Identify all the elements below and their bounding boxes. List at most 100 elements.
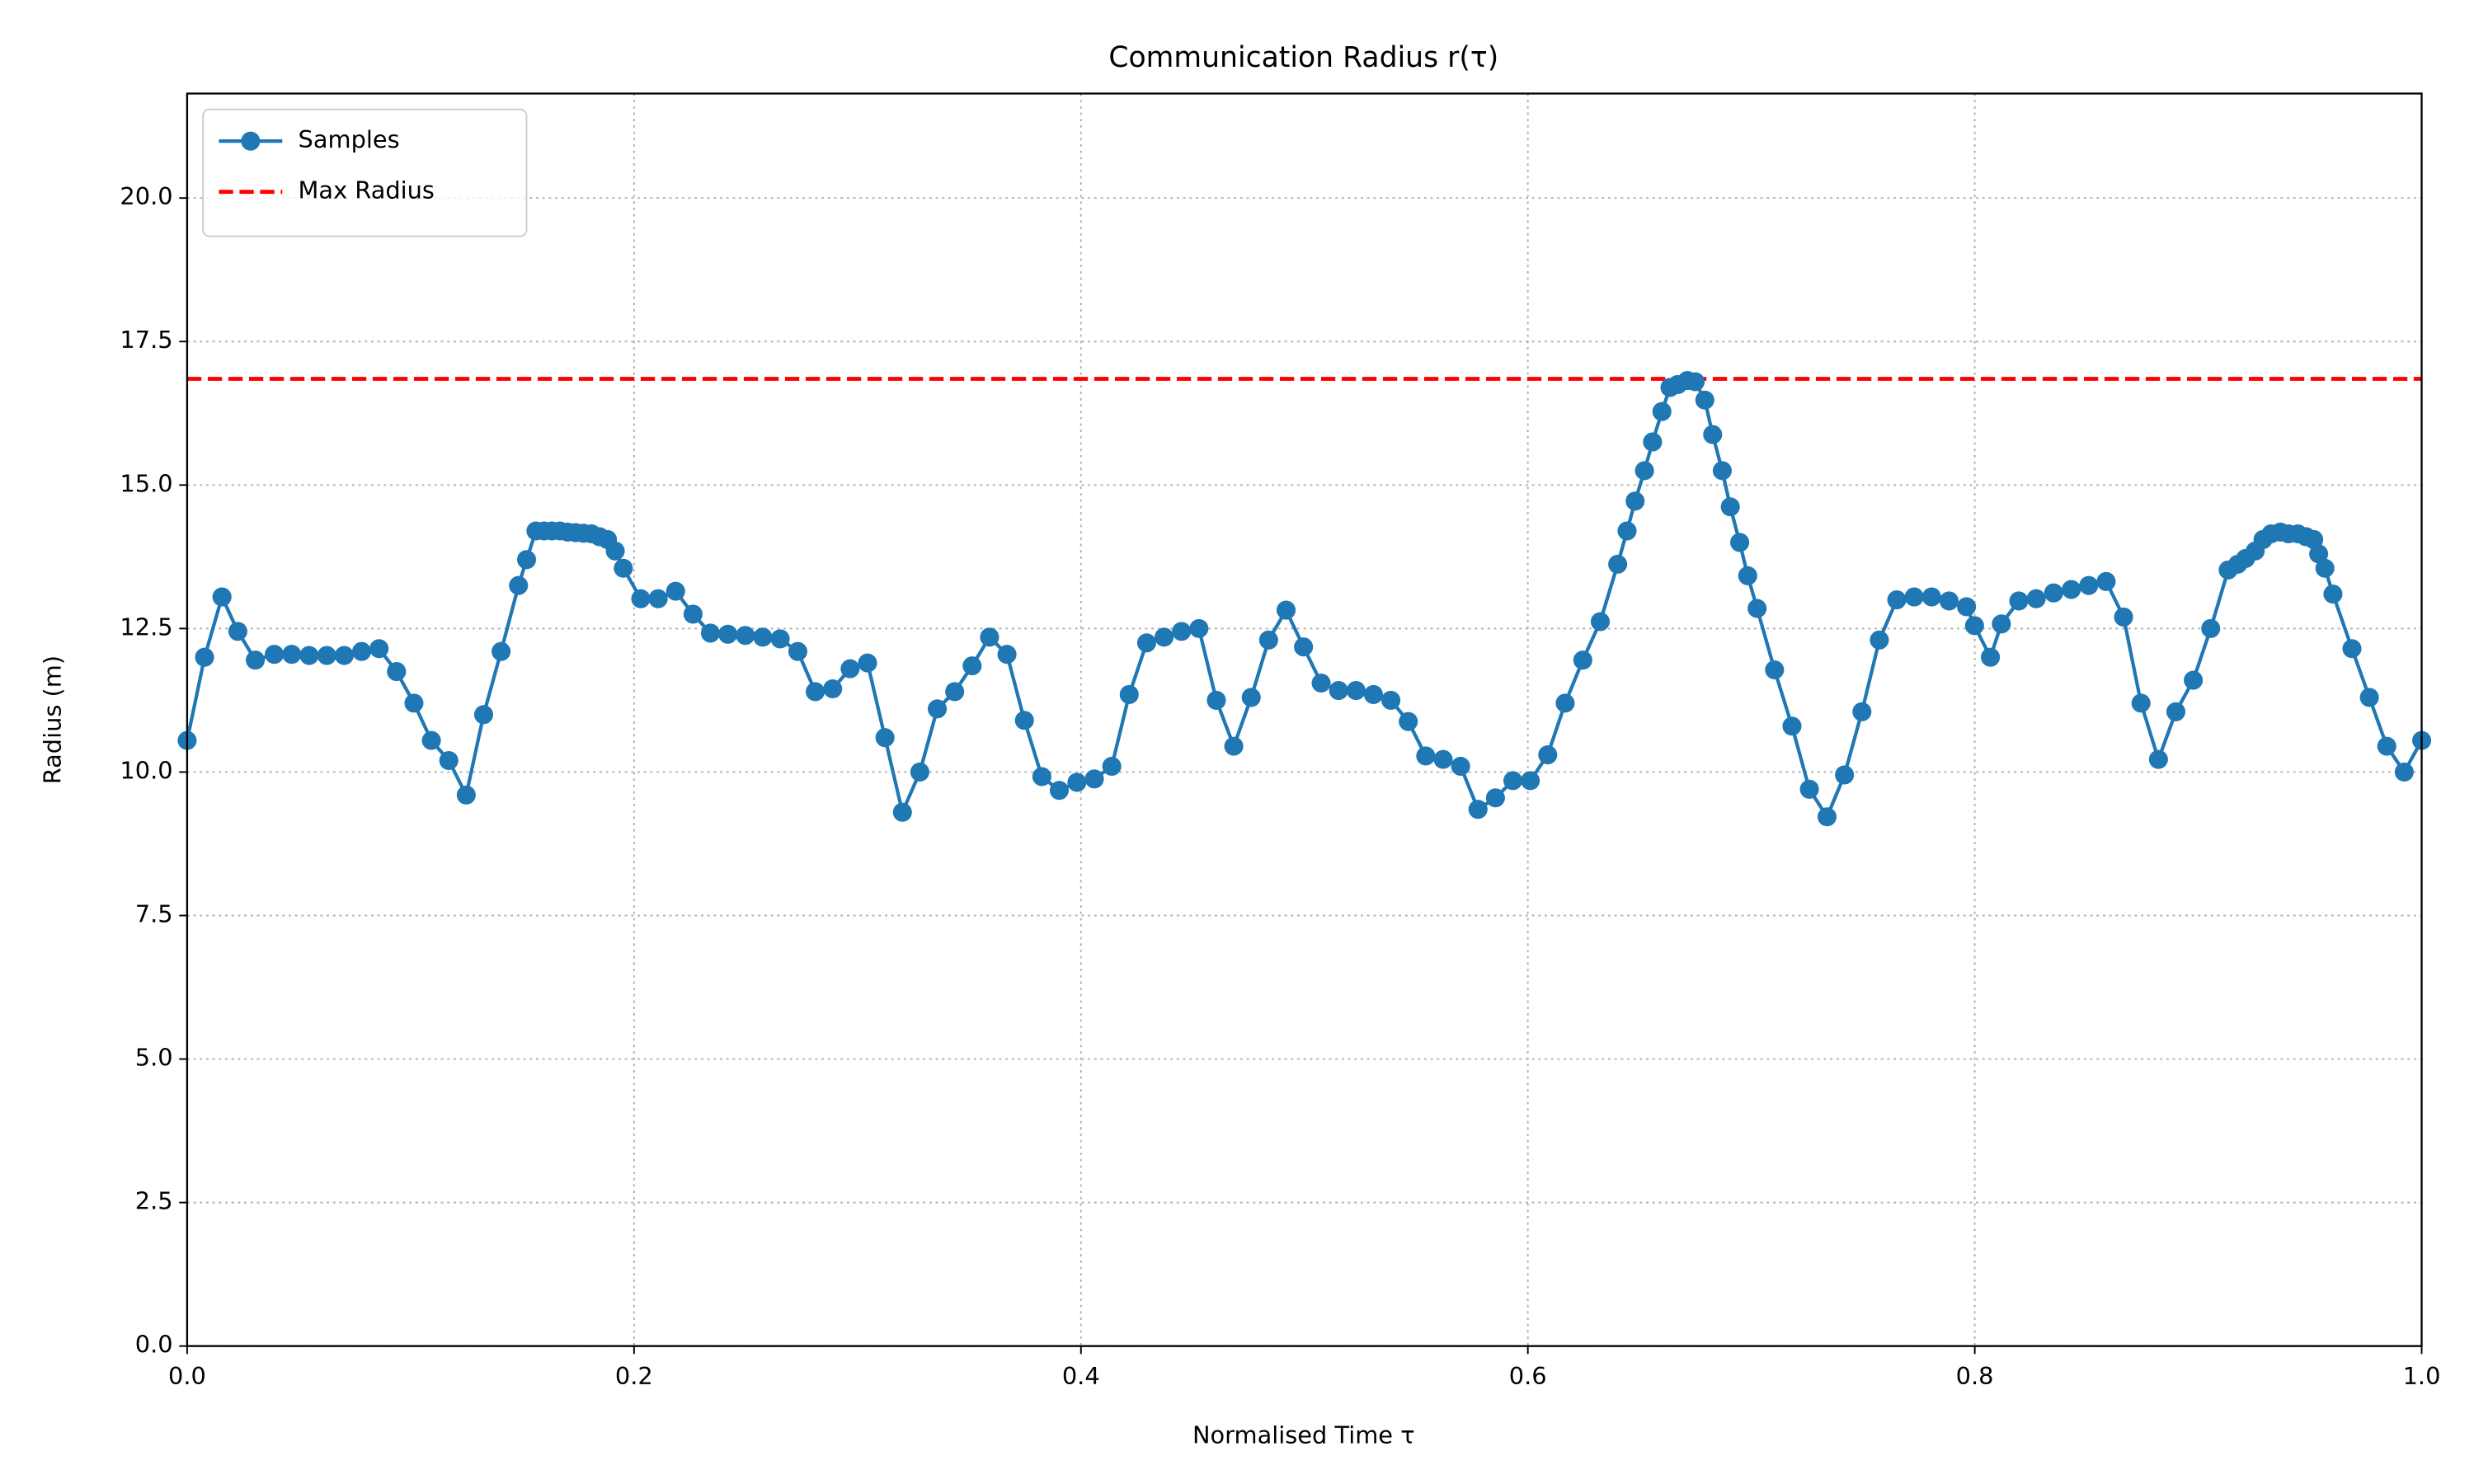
data-point bbox=[1782, 716, 1802, 736]
data-point bbox=[1538, 745, 1558, 765]
data-point bbox=[1032, 767, 1051, 787]
data-point bbox=[369, 639, 389, 659]
data-point bbox=[265, 645, 285, 665]
data-point bbox=[1817, 807, 1837, 827]
data-point bbox=[1294, 637, 1314, 657]
data-point bbox=[1555, 693, 1575, 713]
data-point bbox=[2304, 529, 2324, 549]
data-point bbox=[1084, 769, 1104, 789]
data-point bbox=[980, 627, 999, 647]
data-point bbox=[1155, 627, 1174, 647]
data-point bbox=[666, 581, 685, 601]
data-point bbox=[1652, 402, 1672, 421]
series-line bbox=[185, 378, 2424, 821]
y-tick-label: 15.0 bbox=[120, 469, 172, 497]
data-point bbox=[1686, 372, 1705, 392]
plot-frame bbox=[186, 92, 2423, 1347]
data-point bbox=[962, 656, 982, 676]
data-point bbox=[1573, 650, 1592, 670]
data-point bbox=[1119, 684, 1139, 704]
y-tick-label: 0.0 bbox=[135, 1331, 173, 1359]
data-point bbox=[228, 622, 247, 641]
data-point bbox=[928, 699, 948, 719]
y-axis-label: Radius (m) bbox=[38, 655, 66, 784]
data-point bbox=[1399, 711, 1418, 731]
data-point bbox=[2114, 607, 2133, 627]
data-point bbox=[439, 750, 459, 771]
data-point bbox=[299, 646, 319, 665]
data-point bbox=[1712, 461, 1732, 481]
data-point bbox=[2026, 589, 2046, 608]
data-point bbox=[1738, 566, 1757, 585]
data-point bbox=[1329, 681, 1348, 701]
legend-marker bbox=[241, 131, 261, 151]
data-point bbox=[2309, 544, 2329, 564]
data-point bbox=[875, 728, 895, 748]
data-point bbox=[2062, 580, 2081, 599]
data-point bbox=[1608, 554, 1628, 574]
legend-label: Max Radius bbox=[299, 176, 435, 204]
x-tick-label: 0.2 bbox=[615, 1362, 653, 1390]
data-point bbox=[1643, 432, 1663, 452]
data-point bbox=[1433, 749, 1453, 769]
data-point bbox=[1521, 771, 1540, 791]
data-point bbox=[2148, 749, 2168, 769]
data-point bbox=[1381, 690, 1401, 710]
data-point bbox=[605, 541, 625, 561]
data-point bbox=[2315, 558, 2335, 578]
data-point bbox=[1224, 736, 1244, 756]
data-point bbox=[1964, 616, 1984, 636]
data-point bbox=[631, 589, 651, 608]
data-point bbox=[317, 646, 336, 665]
data-point bbox=[404, 693, 424, 713]
legend-box bbox=[202, 108, 528, 237]
data-point bbox=[2342, 639, 2362, 659]
data-point bbox=[823, 679, 843, 699]
data-point bbox=[997, 645, 1017, 665]
y-tick-label: 5.0 bbox=[135, 1044, 173, 1072]
legend: Samples Max Radius bbox=[202, 108, 528, 237]
data-point bbox=[718, 624, 738, 644]
data-point bbox=[1939, 591, 1959, 611]
x-tick-label: 0.6 bbox=[1509, 1362, 1547, 1390]
data-point bbox=[1695, 390, 1714, 410]
data-point bbox=[282, 645, 302, 665]
data-point bbox=[1870, 630, 1889, 650]
data-point bbox=[2044, 583, 2063, 603]
data-point bbox=[1049, 781, 1070, 801]
data-point bbox=[806, 682, 825, 702]
data-point bbox=[1258, 630, 1278, 650]
data-point bbox=[1241, 688, 1261, 707]
data-point bbox=[1921, 587, 1941, 607]
data-point bbox=[1206, 690, 1226, 710]
data-point bbox=[2394, 762, 2414, 782]
data-point bbox=[1799, 779, 1819, 799]
data-point bbox=[2201, 618, 2221, 638]
data-point bbox=[1346, 681, 1366, 701]
data-point bbox=[770, 629, 790, 649]
legend-label: Samples bbox=[299, 125, 400, 153]
data-point bbox=[1625, 491, 1645, 511]
data-point bbox=[334, 646, 354, 665]
data-point bbox=[858, 653, 877, 673]
data-point bbox=[1102, 756, 1122, 777]
data-point bbox=[1014, 711, 1034, 730]
y-tick-label: 7.5 bbox=[135, 900, 173, 928]
data-point bbox=[1992, 614, 2011, 634]
data-point bbox=[1485, 788, 1505, 808]
data-point bbox=[1503, 771, 1523, 791]
data-point bbox=[945, 682, 965, 702]
data-point bbox=[648, 589, 668, 608]
data-point bbox=[1904, 587, 1924, 607]
chart-title: Communication Radius r(τ) bbox=[1108, 41, 1498, 74]
data-point bbox=[1468, 800, 1488, 819]
y-tick-label: 2.5 bbox=[135, 1187, 173, 1215]
data-point bbox=[1189, 618, 1209, 638]
data-point bbox=[788, 641, 807, 661]
data-point bbox=[2079, 575, 2099, 595]
data-point bbox=[1617, 521, 1637, 541]
data-point bbox=[1747, 599, 1767, 618]
data-point bbox=[1590, 612, 1611, 632]
data-point bbox=[212, 587, 232, 607]
